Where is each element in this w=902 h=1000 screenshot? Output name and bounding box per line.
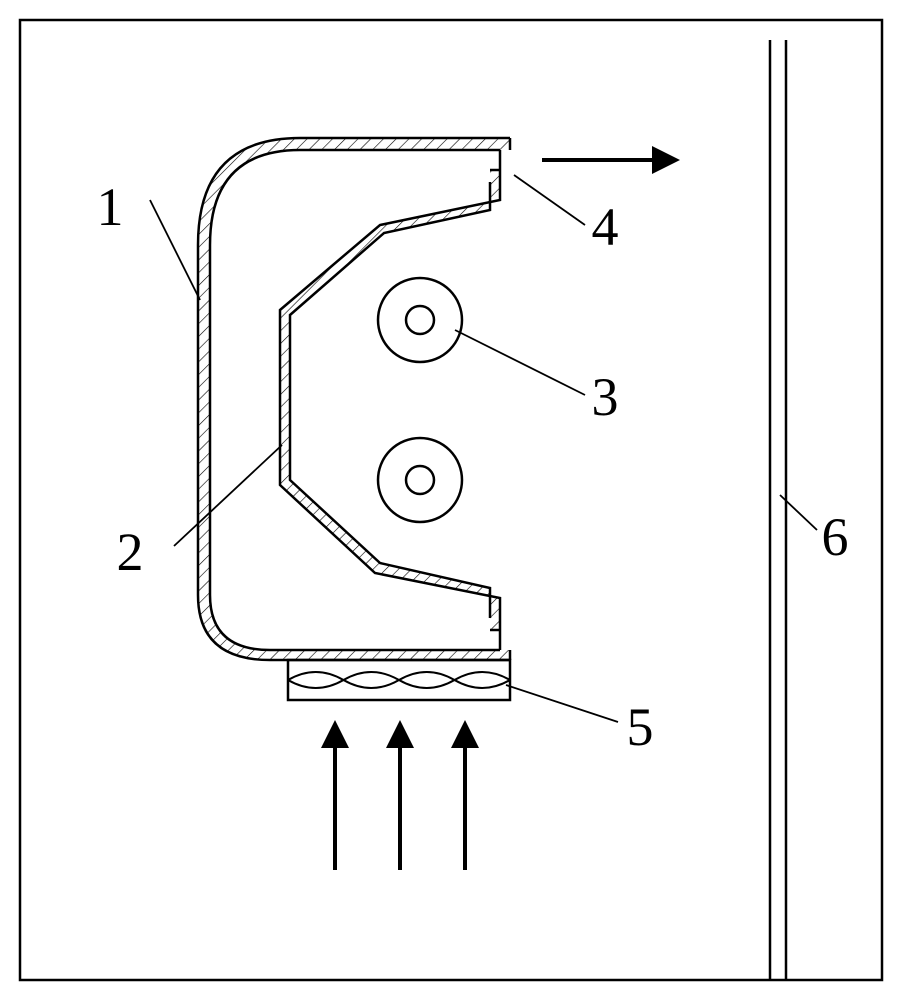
leader-2 [174, 445, 282, 546]
partition-inner-outline [290, 182, 490, 618]
inflow-arrow-3-head [451, 720, 479, 748]
label-3: 3 [592, 367, 619, 427]
label-2: 2 [117, 522, 144, 582]
inflow-arrow-1-head [321, 720, 349, 748]
leader-5 [506, 685, 618, 722]
outflow-arrow-head [652, 146, 680, 174]
roller-1-outer [378, 278, 462, 362]
partition [280, 170, 500, 630]
leader-3 [455, 330, 585, 395]
leader-1 [150, 200, 200, 300]
filter-wave-2 [288, 672, 510, 688]
label-1: 1 [97, 177, 124, 237]
housing-inner-outline [210, 150, 500, 650]
leader-4 [514, 175, 585, 225]
roller-2-inner [406, 466, 434, 494]
label-6: 6 [822, 507, 849, 567]
partition-hatch [280, 170, 500, 630]
technical-diagram: 1 2 3 4 5 6 [0, 0, 902, 1000]
roller-2-outer [378, 438, 462, 522]
label-4: 4 [592, 197, 619, 257]
label-5: 5 [627, 697, 654, 757]
inflow-arrow-2-head [386, 720, 414, 748]
partition-outer-outline [280, 170, 500, 630]
roller-1-inner [406, 306, 434, 334]
figure-frame [20, 20, 882, 980]
